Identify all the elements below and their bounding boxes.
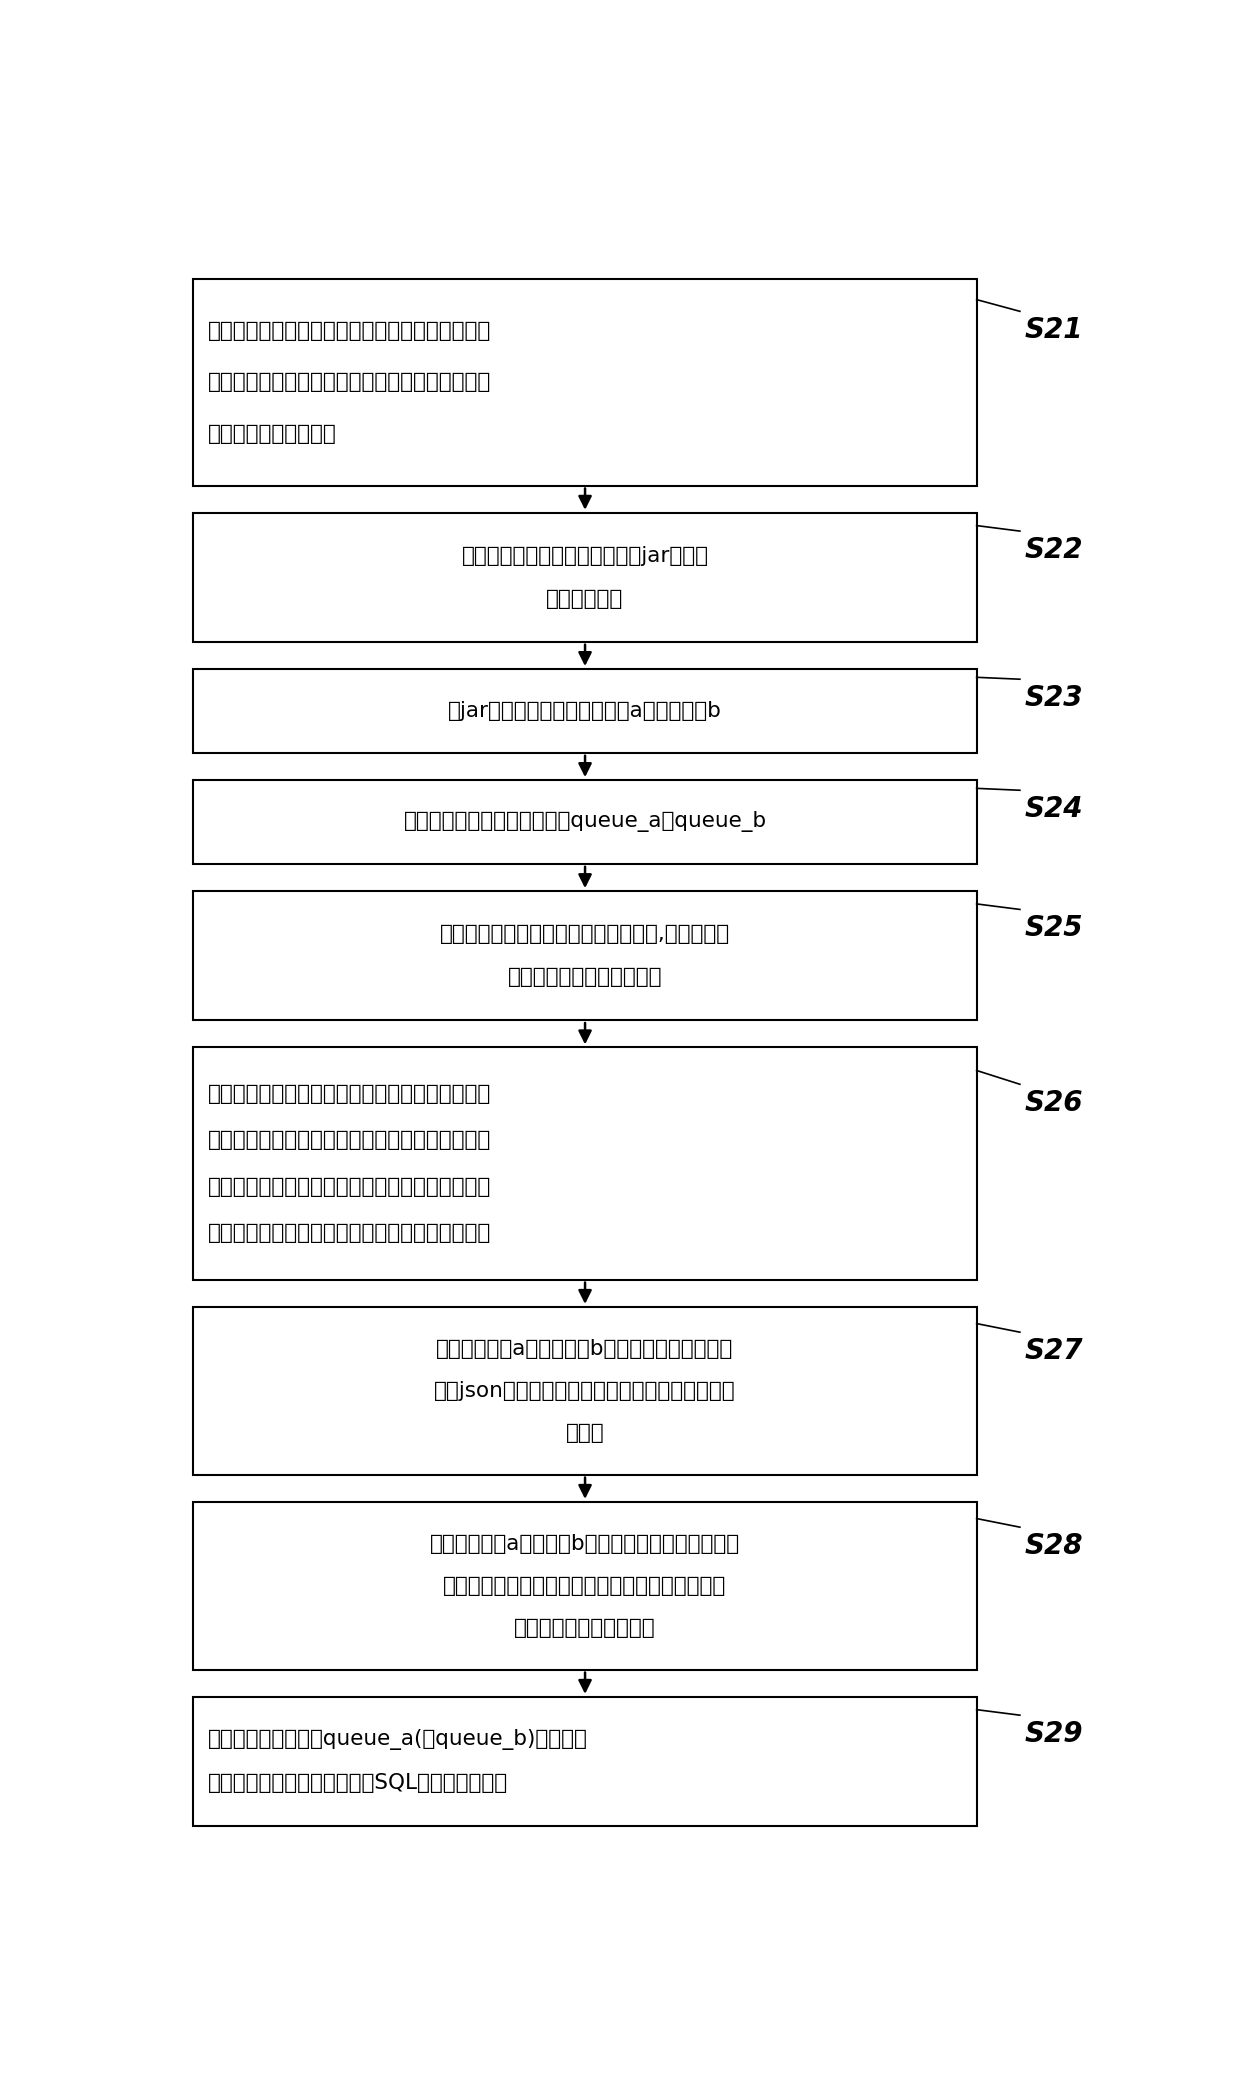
Text: 为已发送并记录发送时间: 为已发送并记录发送时间	[515, 1617, 656, 1638]
Text: S24: S24	[1024, 796, 1084, 823]
Text: 定期从消息队列服务queue_a(或queue_b)批量拉取: 定期从消息队列服务queue_a(或queue_b)批量拉取	[208, 1730, 588, 1751]
Text: 根据业务需求分别确定第一数据库、第二数据库、: 根据业务需求分别确定第一数据库、第二数据库、	[208, 321, 491, 340]
Text: 所述第二数据库针对需要同步的第二同步记录表，: 所述第二数据库针对需要同步的第二同步记录表，	[208, 1177, 491, 1196]
Bar	[193, 892, 977, 1021]
Text: 数据库建立第二同步记录表: 数据库建立第二同步记录表	[508, 967, 662, 988]
Text: S23: S23	[1024, 684, 1084, 713]
Bar	[193, 779, 977, 865]
Bar	[193, 513, 977, 642]
Text: 所述第一数据库针对需要同步的第一同步记录表，: 所述第一数据库针对需要同步的第一同步记录表，	[208, 1084, 491, 1105]
Text: S26: S26	[1024, 1090, 1084, 1117]
Text: 拼装json形式的字符串及封装，封装后投递到消息: 拼装json形式的字符串及封装，封装后投递到消息	[434, 1382, 735, 1400]
Text: 同步记录，解析后转换为多个SQL语句，实现同步: 同步记录，解析后转换为多个SQL语句，实现同步	[208, 1773, 508, 1792]
Text: 编写触发器脚本并在所述第一数据库引擎中执行；: 编写触发器脚本并在所述第一数据库引擎中执行；	[208, 1130, 491, 1150]
Text: 在所述第一数据库建立第一同步记录表,在所述第二: 在所述第一数据库建立第一同步记录表,在所述第二	[440, 923, 730, 944]
Bar	[193, 669, 977, 752]
Text: 二数据库的数据库表；: 二数据库的数据库表；	[208, 423, 336, 444]
Text: 编写同步服务代码，编译打包为jar形式的: 编写同步服务代码，编译打包为jar形式的	[461, 546, 708, 565]
Text: 编写触发器脚本并在所述第二数据库引擎中执行；: 编写触发器脚本并在所述第二数据库引擎中执行；	[208, 1223, 491, 1244]
Text: 可运行部署包: 可运行部署包	[547, 590, 624, 609]
Text: S29: S29	[1024, 1719, 1084, 1748]
Text: S28: S28	[1024, 1532, 1084, 1561]
Bar	[193, 279, 977, 486]
Text: S27: S27	[1024, 1338, 1084, 1365]
Text: 部署搞建独立的消息队列服务queue_a和queue_b: 部署搞建独立的消息队列服务queue_a和queue_b	[403, 811, 766, 832]
Text: 数据库类型以及涉及的第一数据库的数据库表和第: 数据库类型以及涉及的第一数据库的数据库表和第	[208, 373, 491, 392]
Text: 所述同步服务a或步服务b在投递成功后，将第一（或: 所述同步服务a或步服务b在投递成功后，将第一（或	[430, 1534, 740, 1555]
Bar	[193, 1048, 977, 1280]
Bar	[193, 1696, 977, 1826]
Text: 以jar文件的形式部署同步服务a、同步服务b: 以jar文件的形式部署同步服务a、同步服务b	[448, 700, 722, 721]
Text: 队列中: 队列中	[565, 1423, 604, 1442]
Bar	[193, 1307, 977, 1475]
Bar	[193, 1503, 977, 1669]
Text: 第二）同步记录表中，将本次发出的同步记录标记: 第二）同步记录表中，将本次发出的同步记录标记	[444, 1576, 727, 1596]
Text: S25: S25	[1024, 915, 1084, 942]
Text: S22: S22	[1024, 536, 1084, 565]
Text: S21: S21	[1024, 317, 1084, 344]
Text: 所述同步服务a或同步服务b定期查询同步记录表，: 所述同步服务a或同步服务b定期查询同步记录表，	[436, 1338, 734, 1359]
